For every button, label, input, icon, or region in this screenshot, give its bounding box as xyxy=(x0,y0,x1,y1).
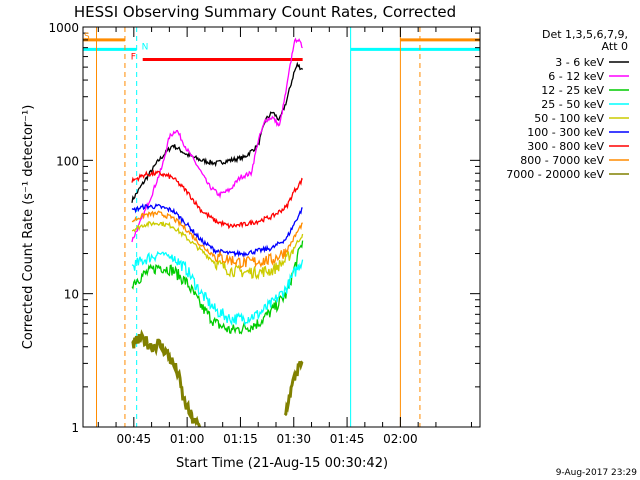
x-tick-label: 01:15 xyxy=(223,432,258,446)
flag-bars xyxy=(83,38,480,62)
legend-header-line: Det 1,3,5,6,7,9, xyxy=(542,28,628,41)
legend-label: 6 - 12 keV xyxy=(548,70,604,83)
series-line xyxy=(283,360,304,417)
flag-label: F xyxy=(131,53,136,63)
event-lines xyxy=(96,27,421,427)
legend-label: 25 - 50 keV xyxy=(541,98,604,111)
y-axis-label: Corrected Count Rate (s⁻¹ detector⁻¹) xyxy=(21,105,36,350)
series-line xyxy=(131,61,304,203)
y-tick-label: 10 xyxy=(64,288,79,302)
series-line xyxy=(131,203,303,258)
legend-header-line: Att 0 xyxy=(602,40,628,53)
timestamp-label: 9-Aug-2017 23:29 xyxy=(556,468,638,478)
series-line xyxy=(131,240,304,335)
y-tick-label: 1 xyxy=(71,421,79,435)
x-tick-label: 02:00 xyxy=(383,432,418,446)
legend-label: 300 - 800 keV xyxy=(527,140,604,153)
plot-frame xyxy=(82,26,481,428)
series-line xyxy=(131,37,303,243)
axis-ticks: 00:45 01:00 01:15 01:30 01:45 02:00 1 10 100 1000 xyxy=(48,21,480,446)
legend-label: 800 - 7000 keV xyxy=(520,154,604,167)
chart-title: HESSI Observing Summary Count Rates, Cor… xyxy=(74,3,456,21)
flag-label: S xyxy=(84,32,90,42)
x-tick-label: 01:00 xyxy=(170,432,205,446)
flag-label: N xyxy=(142,42,149,52)
series-lines xyxy=(131,37,304,427)
flag-labels: S NF xyxy=(84,32,148,63)
y-tick-label: 1000 xyxy=(48,21,79,35)
series-line xyxy=(131,210,303,269)
legend-label: 3 - 6 keV xyxy=(555,56,604,69)
x-axis-label: Start Time (21-Aug-15 00:30:42) xyxy=(176,456,388,471)
y-tick-label: 100 xyxy=(56,154,79,168)
x-tick-label: 00:45 xyxy=(117,432,152,446)
series-line xyxy=(131,250,304,327)
series-line xyxy=(131,220,304,280)
series-line xyxy=(131,329,202,427)
legend-label: 100 - 300 keV xyxy=(527,126,604,139)
legend-label: 7000 - 20000 keV xyxy=(506,168,604,181)
series-line xyxy=(131,169,303,230)
x-tick-label: 01:45 xyxy=(330,432,365,446)
x-tick-label: 01:30 xyxy=(276,432,311,446)
legend-label: 12 - 25 keV xyxy=(541,84,604,97)
legend-label: 50 - 100 keV xyxy=(534,112,604,125)
